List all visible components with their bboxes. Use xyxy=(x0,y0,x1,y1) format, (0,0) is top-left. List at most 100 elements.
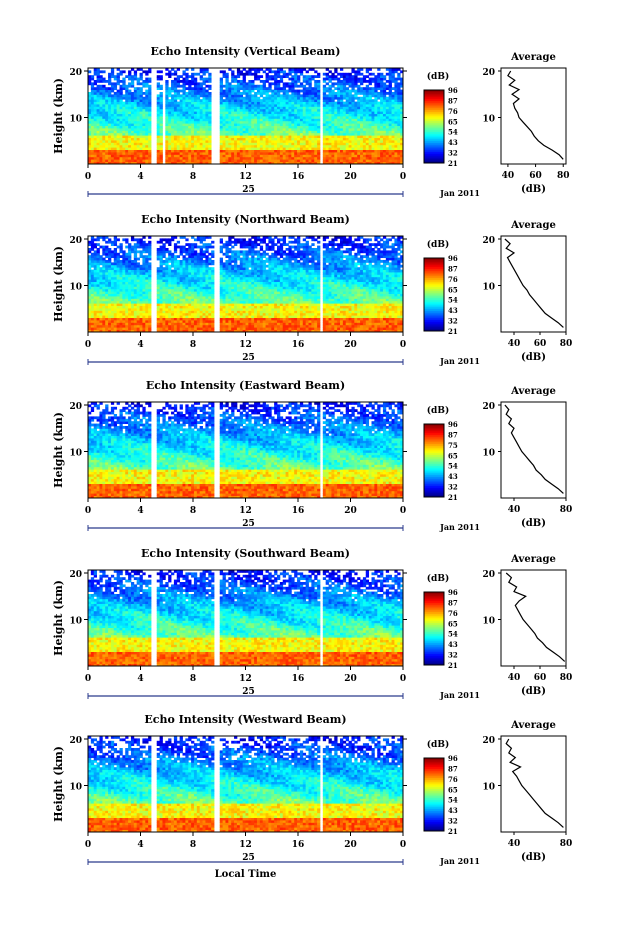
heatmap-cell xyxy=(130,82,135,86)
heatmap-cell xyxy=(311,101,315,105)
heatmap-cell xyxy=(382,118,387,122)
heatmap-cell xyxy=(328,159,332,162)
heatmap-cell xyxy=(377,96,381,100)
heatmap-cell xyxy=(208,161,212,165)
heatmap-cell xyxy=(193,159,198,162)
heatmap-cell xyxy=(136,99,140,102)
heatmap-cell xyxy=(391,104,395,107)
heatmap-cell xyxy=(191,315,195,318)
heatmap-cell xyxy=(357,324,361,328)
heatmap-cell xyxy=(297,159,301,162)
heatmap-cell xyxy=(365,130,370,134)
heatmap-cell xyxy=(302,84,307,88)
heatmap-cell xyxy=(119,89,123,93)
heatmap-cell xyxy=(176,152,181,155)
heatmap-cell xyxy=(351,106,355,110)
heatmap-cell xyxy=(90,75,95,78)
heatmap-cell xyxy=(348,140,352,143)
heatmap-cell xyxy=(365,149,370,153)
heatmap-cell xyxy=(236,149,241,153)
heatmap-cell xyxy=(256,305,261,309)
heatmap-cell xyxy=(139,116,143,119)
heatmap-cell xyxy=(268,144,272,148)
heatmap-cell xyxy=(331,108,335,112)
heatmap-cell xyxy=(239,96,244,100)
heatmap-cell xyxy=(271,144,275,148)
heatmap-cell xyxy=(231,322,235,326)
heatmap-cell xyxy=(340,106,344,110)
heatmap-cell xyxy=(334,70,338,74)
heatmap-cell xyxy=(362,320,367,323)
heatmap-cell xyxy=(268,118,272,122)
heatmap-cell xyxy=(191,101,195,105)
heatmap-cell xyxy=(400,320,404,323)
heatmap-cell xyxy=(130,305,135,309)
heatmap-cell xyxy=(362,120,367,124)
heatmap-cell xyxy=(93,152,97,155)
heatmap-cell xyxy=(256,152,261,155)
heatmap-cell xyxy=(279,324,284,328)
heatmap-cell xyxy=(385,108,390,112)
heatmap-cell xyxy=(357,108,361,112)
heatmap-cell xyxy=(317,135,321,138)
heatmap-cell xyxy=(268,68,272,71)
heatmap-cell xyxy=(156,84,160,88)
heatmap-cell xyxy=(108,327,112,330)
heatmap-cell xyxy=(171,327,175,330)
heatmap-cell xyxy=(219,80,223,83)
heatmap-cell xyxy=(133,132,138,136)
heatmap-cell xyxy=(305,329,309,333)
heatmap-cell xyxy=(191,72,195,76)
heatmap-cell xyxy=(391,99,395,102)
heatmap-cell xyxy=(99,123,103,126)
heatmap-cell xyxy=(228,120,232,124)
heatmap-cell xyxy=(382,87,387,90)
heatmap-cell xyxy=(159,329,163,333)
heatmap-cell xyxy=(133,315,138,318)
heatmap-cell xyxy=(259,111,264,114)
heatmap-cell xyxy=(357,130,361,134)
heatmap-cell xyxy=(168,154,172,158)
heatmap-cell xyxy=(285,137,289,141)
heatmap-cell xyxy=(394,315,398,318)
heatmap-cell xyxy=(368,96,372,100)
heatmap-cell xyxy=(113,159,118,162)
heatmap-cell xyxy=(325,116,329,119)
heatmap-cell xyxy=(337,99,341,102)
heatmap-cell xyxy=(231,89,235,93)
heatmap-cell xyxy=(351,140,355,143)
heatmap-cell xyxy=(173,104,178,107)
heatmap-cell xyxy=(239,130,244,134)
heatmap-cell xyxy=(285,118,289,122)
heatmap-cell xyxy=(382,320,387,323)
heatmap-cell xyxy=(357,123,361,126)
heatmap-cell xyxy=(108,137,112,141)
heatmap-cell xyxy=(88,104,92,107)
heatmap-cell xyxy=(119,144,123,148)
heatmap-cell xyxy=(211,305,215,309)
heatmap-cell xyxy=(340,327,344,330)
heatmap-cell xyxy=(385,142,390,146)
heatmap-cell xyxy=(110,72,115,76)
heatmap-cell xyxy=(119,132,123,136)
heatmap-cell xyxy=(179,96,183,100)
heatmap-cell xyxy=(231,111,235,114)
heatmap-cell xyxy=(340,101,344,105)
heatmap-cell xyxy=(391,322,395,326)
heatmap-cell xyxy=(288,99,292,102)
heatmap-cell xyxy=(242,315,246,318)
heatmap-cell xyxy=(173,82,178,86)
heatmap-cell xyxy=(291,87,295,90)
heatmap-cell xyxy=(334,329,338,333)
heatmap-cell xyxy=(179,142,183,146)
heatmap-cell xyxy=(308,68,312,71)
heatmap-cell xyxy=(397,137,401,141)
heatmap-cell xyxy=(90,96,95,100)
heatmap-cell xyxy=(340,310,344,314)
heatmap-cell xyxy=(317,111,321,114)
heatmap-cell xyxy=(179,101,183,105)
heatmap-cell xyxy=(254,322,258,326)
heatmap-cell xyxy=(374,310,378,314)
heatmap-cell xyxy=(374,140,378,143)
heatmap-cell xyxy=(171,154,175,158)
